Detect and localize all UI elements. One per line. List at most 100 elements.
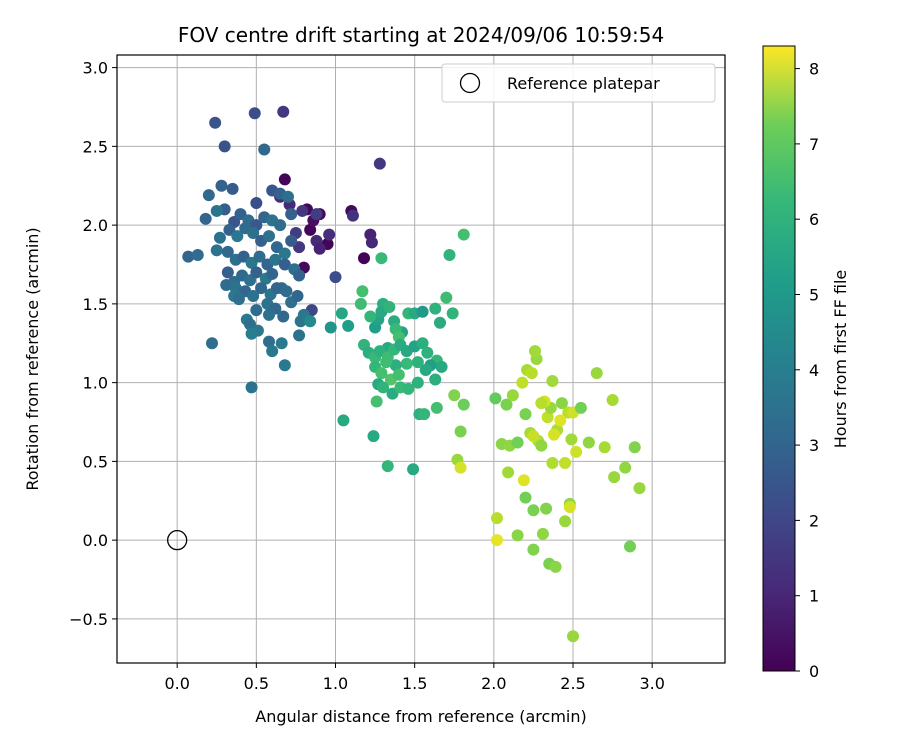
y-tick-label: 2.5 bbox=[83, 137, 108, 156]
data-point bbox=[457, 228, 470, 241]
data-point bbox=[337, 414, 350, 427]
data-point bbox=[628, 441, 641, 454]
data-point bbox=[383, 301, 396, 314]
y-axis-ticks: −0.5 0.0 0.5 1.0 1.5 2.0 2.5 3.0 bbox=[69, 59, 117, 629]
data-point bbox=[540, 502, 553, 515]
data-point bbox=[210, 244, 223, 257]
legend-box bbox=[441, 63, 716, 103]
data-point bbox=[435, 360, 448, 373]
y-tick-label: −0.5 bbox=[69, 610, 108, 629]
data-point bbox=[606, 393, 619, 406]
data-point bbox=[324, 321, 337, 334]
data-point bbox=[546, 375, 559, 388]
data-point bbox=[278, 247, 291, 260]
data-point bbox=[559, 515, 572, 528]
data-point bbox=[278, 173, 291, 186]
data-point bbox=[221, 266, 234, 279]
data-point bbox=[293, 269, 306, 282]
data-point bbox=[232, 293, 245, 306]
data-point bbox=[565, 433, 578, 446]
y-tick-label: 0.0 bbox=[83, 531, 108, 550]
data-point bbox=[304, 223, 317, 236]
data-point bbox=[567, 630, 579, 643]
data-point bbox=[213, 231, 226, 244]
data-point bbox=[291, 289, 304, 302]
y-tick-label: 3.0 bbox=[83, 59, 108, 78]
data-point bbox=[375, 367, 388, 380]
data-point bbox=[633, 482, 646, 495]
data-point bbox=[519, 491, 532, 504]
data-point bbox=[323, 228, 336, 241]
data-point bbox=[206, 337, 218, 350]
legend-entry-reference: Reference platepar bbox=[507, 74, 660, 93]
data-point bbox=[364, 310, 377, 323]
data-point bbox=[519, 408, 532, 421]
data-point bbox=[373, 157, 386, 170]
x-axis-ticks: 0.0 0.5 1.0 1.5 2.0 2.5 3.0 bbox=[164, 663, 665, 693]
data-point bbox=[440, 291, 453, 304]
data-point bbox=[310, 208, 323, 221]
x-tick-label: 0.0 bbox=[164, 674, 189, 693]
data-point bbox=[454, 461, 467, 474]
data-point bbox=[535, 397, 548, 410]
data-point bbox=[335, 307, 348, 320]
data-point bbox=[313, 242, 326, 255]
data-point bbox=[555, 397, 568, 410]
data-point bbox=[263, 230, 275, 243]
data-point bbox=[277, 310, 290, 323]
data-point bbox=[402, 382, 415, 395]
data-point bbox=[429, 373, 442, 386]
data-point bbox=[250, 304, 263, 317]
data-point bbox=[278, 359, 291, 372]
data-point bbox=[411, 356, 424, 369]
data-point bbox=[563, 501, 576, 514]
data-point bbox=[489, 392, 502, 405]
data-point bbox=[215, 179, 228, 192]
legend-marker bbox=[459, 72, 481, 94]
plot-frame bbox=[116, 54, 726, 664]
data-point bbox=[549, 560, 562, 573]
data-point bbox=[536, 527, 549, 540]
data-point bbox=[231, 230, 244, 243]
data-point bbox=[582, 436, 595, 449]
data-point bbox=[525, 367, 538, 380]
data-point bbox=[247, 226, 260, 239]
data-point bbox=[220, 278, 233, 291]
data-point bbox=[278, 258, 291, 271]
data-point bbox=[381, 460, 394, 473]
data-point bbox=[218, 140, 231, 153]
data-point bbox=[274, 219, 287, 232]
data-point bbox=[270, 282, 283, 295]
data-point bbox=[380, 356, 393, 369]
data-point bbox=[529, 345, 541, 358]
colorbar-tick-label: 4 bbox=[809, 361, 819, 380]
data-point bbox=[377, 381, 389, 394]
data-point bbox=[365, 236, 378, 249]
data-point bbox=[210, 204, 223, 217]
data-point bbox=[250, 266, 263, 279]
x-tick-label: 3.0 bbox=[639, 674, 664, 693]
data-point bbox=[263, 335, 275, 348]
colorbar-tick-label: 3 bbox=[809, 436, 819, 455]
data-point bbox=[517, 474, 530, 487]
data-point bbox=[191, 249, 204, 262]
data-point bbox=[356, 285, 369, 298]
reference-point bbox=[167, 529, 188, 551]
colorbar-tick-label: 1 bbox=[809, 587, 819, 606]
data-point bbox=[570, 445, 583, 458]
data-points bbox=[182, 105, 646, 643]
x-tick-label: 1.5 bbox=[402, 674, 427, 693]
data-point bbox=[598, 441, 611, 454]
colorbar-tick-label: 5 bbox=[809, 285, 819, 304]
data-point bbox=[548, 428, 560, 441]
x-tick-label: 1.0 bbox=[323, 674, 348, 693]
data-point bbox=[245, 327, 258, 340]
colorbar-tick-label: 0 bbox=[809, 662, 819, 681]
data-point bbox=[358, 252, 370, 265]
data-point bbox=[446, 307, 459, 320]
data-point bbox=[574, 401, 587, 414]
y-tick-label: 0.5 bbox=[83, 452, 108, 471]
x-tick-label: 0.5 bbox=[244, 674, 269, 693]
data-point bbox=[400, 357, 413, 370]
data-point bbox=[491, 512, 503, 525]
